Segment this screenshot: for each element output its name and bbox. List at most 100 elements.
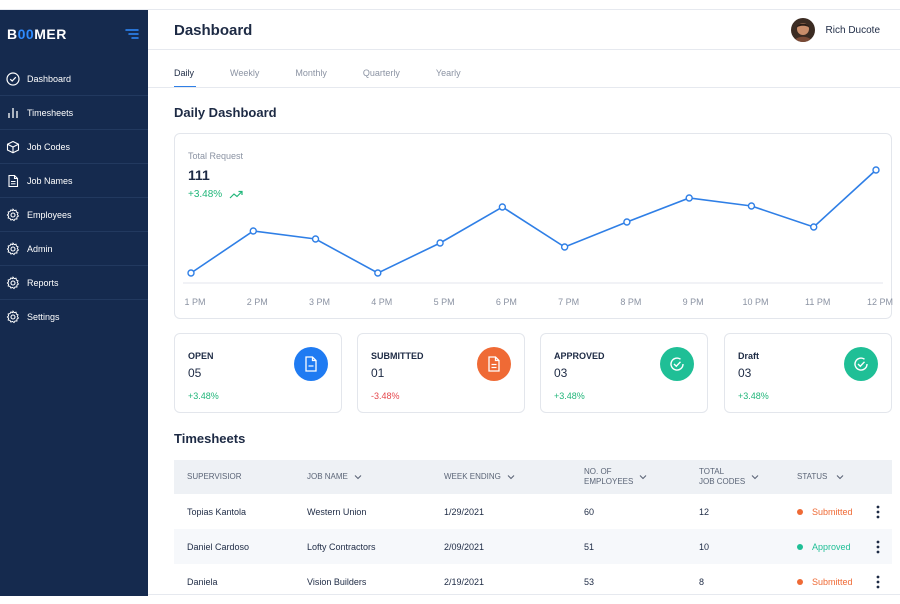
avatar-image — [790, 18, 815, 42]
col-label-line: EMPLOYEES — [584, 477, 634, 486]
data-point[interactable] — [560, 243, 569, 251]
tab-quarterly[interactable]: Quarterly — [362, 68, 400, 78]
user-name: Rich Ducote — [825, 24, 880, 36]
period-tabs: Daily Weekly Monthly Quarterly Yearly — [174, 58, 497, 88]
col-week-ending[interactable]: WEEK ENDING — [431, 472, 571, 482]
chevron-down-icon — [751, 475, 759, 480]
stat-value: 03 — [738, 366, 752, 380]
cell-job-codes: 8 — [699, 576, 705, 587]
data-point[interactable] — [498, 203, 507, 211]
avatar[interactable] — [790, 18, 815, 42]
cell-job-codes: 10 — [699, 541, 710, 552]
sidebar-item-timesheets[interactable]: Timesheets — [0, 96, 148, 130]
col-label: TOTAL JOB CODES — [699, 467, 745, 487]
sidebar-item-settings[interactable]: Settings — [0, 300, 148, 334]
sidebar-nav: Dashboard Timesheets Job Codes Job Names… — [0, 62, 148, 334]
status-dot — [797, 508, 803, 515]
total-request-label: Total Request — [188, 151, 244, 161]
series-line — [190, 169, 877, 274]
x-tick-label: 8 PM — [620, 297, 641, 307]
table-row[interactable]: Daniel Cardoso Lofty Contractors 2/09/20… — [174, 529, 892, 564]
sidebar-item-employees[interactable]: Employees — [0, 198, 148, 232]
gear-icon — [6, 275, 20, 289]
sidebar-item-admin[interactable]: Admin — [0, 232, 148, 266]
data-point[interactable] — [747, 202, 756, 210]
sidebar-item-job-codes[interactable]: Job Codes — [0, 130, 148, 164]
tab-weekly[interactable]: Weekly — [230, 68, 260, 78]
sidebar-item-label: Job Codes — [27, 141, 71, 152]
data-point[interactable] — [810, 223, 818, 231]
chevron-down-icon — [354, 475, 362, 480]
gear-icon — [6, 207, 20, 221]
stat-card-draft[interactable]: Draft 03 +3.48% — [724, 333, 892, 413]
cell-status: Approved — [786, 542, 864, 552]
sidebar-item-label: Settings — [27, 312, 60, 322]
col-label: SUPERVISIOR — [187, 472, 242, 481]
cell-employees: 53 — [584, 576, 595, 587]
sidebar-item-label: Dashboard — [27, 73, 72, 84]
gear-icon — [6, 310, 20, 324]
more-vertical-icon[interactable] — [872, 540, 884, 554]
sidebar-item-job-names[interactable]: Job Names — [0, 164, 148, 198]
stat-card-open[interactable]: OPEN 05 +3.48% — [174, 333, 342, 413]
menu-toggle-icon[interactable] — [125, 28, 139, 40]
data-point[interactable] — [685, 194, 693, 202]
total-request-card: 1 PM 2 PM 3 PM 4 PM 5 PM 6 PM 7 PM 8 PM 9 PM 10 P… — [174, 133, 893, 319]
total-request-change-value: +3.48% — [188, 189, 223, 200]
stat-change: -3.48% — [371, 391, 400, 401]
sidebar-item-reports[interactable]: Reports — [0, 266, 148, 300]
data-point[interactable] — [249, 227, 257, 235]
col-label: JOB NAME — [307, 472, 348, 481]
document-icon — [8, 174, 19, 187]
sidebar-item-dashboard[interactable]: Dashboard — [0, 62, 148, 96]
col-supervisor[interactable]: SUPERVISIOR — [174, 472, 293, 482]
sidebar-item-label: Timesheets — [27, 107, 74, 118]
user-menu[interactable]: Rich Ducote — [790, 18, 880, 42]
col-job-name[interactable]: JOB NAME — [293, 472, 431, 482]
tab-daily[interactable]: Daily — [174, 58, 197, 88]
cell-supervisor: Topias Kantola — [187, 506, 247, 517]
total-request-value: 111 — [188, 167, 210, 183]
stat-icon-badge — [294, 347, 328, 381]
stat-value: 05 — [188, 366, 202, 380]
stat-icon-badge — [660, 347, 694, 381]
x-tick-label: 12 PM — [867, 297, 893, 307]
data-point[interactable] — [872, 166, 880, 174]
stat-card-approved[interactable]: APPROVED 03 +3.48% — [540, 333, 708, 413]
col-employees[interactable]: NO. OF EMPLOYEES — [571, 467, 686, 487]
tab-monthly[interactable]: Monthly — [295, 68, 327, 78]
topbar: Dashboard Rich Ducote — [148, 10, 900, 50]
x-tick-label: 10 PM — [742, 297, 768, 307]
col-status[interactable]: STATUS — [786, 472, 864, 482]
gear-icon — [6, 241, 20, 255]
cell-actions — [864, 575, 892, 589]
cell-employees: 51 — [584, 541, 595, 552]
x-tick-label: 3 PM — [309, 297, 330, 307]
stat-change: +3.48% — [738, 391, 769, 401]
logo-accent: 00 — [17, 26, 35, 42]
status-dot — [797, 578, 803, 585]
data-point[interactable] — [623, 218, 631, 226]
sidebar-item-label: Job Names — [27, 175, 73, 186]
total-request-change: +3.48% — [188, 189, 243, 200]
stat-card-submitted[interactable]: SUBMITTED 01 -3.48% — [357, 333, 525, 413]
stat-label: OPEN — [188, 351, 214, 361]
check-circle-icon — [670, 357, 684, 371]
tab-yearly[interactable]: Yearly — [435, 68, 461, 78]
stat-icon-badge — [477, 347, 511, 381]
data-point[interactable] — [436, 239, 444, 247]
data-point[interactable] — [311, 235, 320, 243]
col-label-line: TOTAL — [699, 467, 725, 476]
data-point[interactable] — [374, 269, 382, 277]
col-job-codes[interactable]: TOTAL JOB CODES — [686, 467, 786, 487]
table-row[interactable]: Topias Kantola Western Union 1/29/2021 6… — [174, 494, 892, 529]
more-vertical-icon[interactable] — [872, 505, 884, 519]
x-tick-label: 7 PM — [558, 297, 579, 307]
box-icon — [6, 140, 20, 153]
data-point[interactable] — [187, 269, 195, 277]
timesheets-table: SUPERVISIOR JOB NAME WEEK ENDING NO. OF E… — [174, 460, 892, 599]
logo: B00MER — [7, 26, 67, 42]
table-row[interactable]: Daniela Vision Builders 2/19/2021 53 8 S… — [174, 564, 892, 599]
more-vertical-icon[interactable] — [872, 575, 884, 589]
document-icon — [488, 356, 500, 372]
